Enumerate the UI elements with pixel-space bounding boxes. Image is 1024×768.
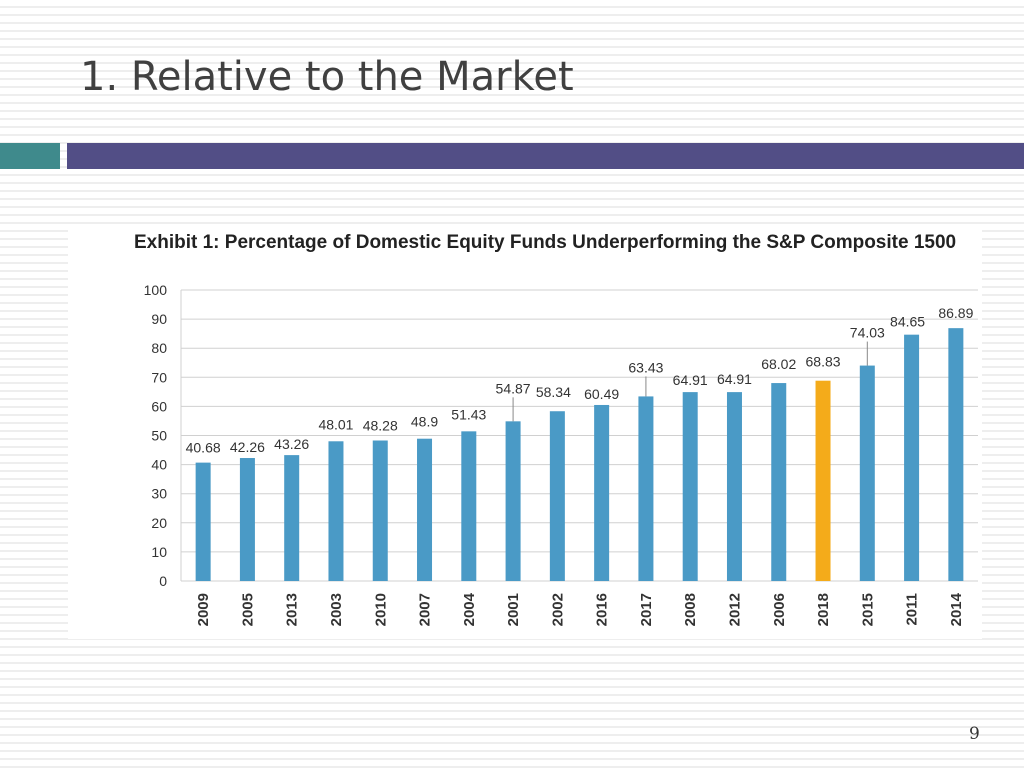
- x-tick-label: 2009: [195, 593, 212, 626]
- data-label: 40.68: [186, 440, 221, 456]
- bar-2016: [594, 404, 610, 581]
- x-tick-label: 2004: [461, 592, 478, 626]
- x-tick-label: 2017: [638, 593, 655, 626]
- bar-2001: [505, 421, 521, 581]
- page-number: 9: [969, 724, 980, 744]
- x-tick-label: 2018: [815, 593, 832, 626]
- bar-2010: [372, 440, 388, 581]
- x-tick-label: 2007: [417, 593, 434, 626]
- x-tick-label: 2015: [859, 593, 876, 626]
- x-tick-label: 2016: [594, 593, 611, 626]
- x-tick-label: 2003: [328, 593, 345, 626]
- data-label: 54.87: [496, 380, 531, 396]
- y-tick-label: 30: [151, 486, 167, 502]
- y-tick-label: 60: [151, 398, 167, 414]
- bar-chart: 0 10 20 30 40 50 60 70 80 90 100 40.68 2009 42.26 2005…: [144, 282, 978, 626]
- chart-panel: 0 10 20 30 40 50 60 70 80 90 100 40.68 2009 42.26 2005…: [68, 226, 982, 639]
- y-tick-label: 90: [151, 311, 167, 327]
- slide-title: 1. Relative to the Market: [80, 54, 574, 100]
- bar-2012: [726, 392, 742, 581]
- y-tick-label: 100: [144, 282, 168, 298]
- data-label: 68.02: [761, 356, 796, 372]
- x-tick-label: 2012: [726, 593, 743, 626]
- data-label: 64.91: [717, 371, 752, 387]
- data-label: 51.43: [451, 406, 486, 422]
- title-accent-bar-teal: [0, 143, 60, 169]
- bar-2018: [815, 380, 831, 581]
- x-tick-label: 2010: [372, 593, 389, 626]
- data-label: 84.65: [890, 314, 925, 330]
- x-tick-label: 2008: [682, 593, 699, 626]
- bar-2007: [417, 438, 433, 581]
- bar-2017: [638, 396, 654, 581]
- bar-2013: [284, 455, 300, 581]
- x-tick-label: 2002: [549, 593, 566, 626]
- chart-title: Exhibit 1: Percentage of Domestic Equity…: [134, 232, 957, 253]
- bar-2015: [859, 365, 875, 581]
- bar-2004: [461, 431, 477, 581]
- x-tick-label: 2006: [771, 593, 788, 626]
- y-tick-label: 10: [151, 544, 167, 560]
- data-label: 86.89: [938, 305, 973, 321]
- data-label: 58.34: [536, 384, 571, 400]
- y-tick-label: 70: [151, 369, 167, 385]
- data-label: 64.91: [673, 372, 708, 388]
- x-tick-label: 2014: [948, 592, 965, 626]
- y-tick-label: 0: [159, 573, 167, 589]
- x-tick-label: 2005: [239, 593, 256, 626]
- bar-2005: [239, 458, 255, 581]
- bar-2006: [771, 383, 787, 581]
- data-label: 68.83: [806, 354, 841, 370]
- bar-2009: [195, 462, 211, 581]
- data-label: 63.43: [628, 359, 663, 375]
- data-label: 42.26: [230, 439, 265, 455]
- y-tick-label: 40: [151, 457, 167, 473]
- data-label: 48.01: [318, 416, 353, 432]
- data-label: 60.49: [584, 386, 619, 402]
- x-tick-label: 2013: [284, 593, 301, 626]
- y-tick-label: 50: [151, 428, 167, 444]
- y-tick-label: 20: [151, 515, 167, 531]
- title-accent-bar-purple: [67, 143, 1024, 169]
- y-tick-label: 80: [151, 340, 167, 356]
- data-label: 74.03: [850, 325, 885, 341]
- x-tick-label: 2011: [904, 593, 921, 626]
- x-tick-label: 2001: [505, 593, 522, 626]
- bar-2003: [328, 441, 344, 581]
- data-label: 48.9: [411, 414, 438, 430]
- bar-2008: [682, 392, 698, 581]
- bar-2014: [948, 328, 964, 581]
- data-label: 48.28: [363, 418, 398, 434]
- bar-2002: [549, 411, 565, 581]
- bar-2011: [904, 334, 920, 581]
- data-label: 43.26: [274, 436, 309, 452]
